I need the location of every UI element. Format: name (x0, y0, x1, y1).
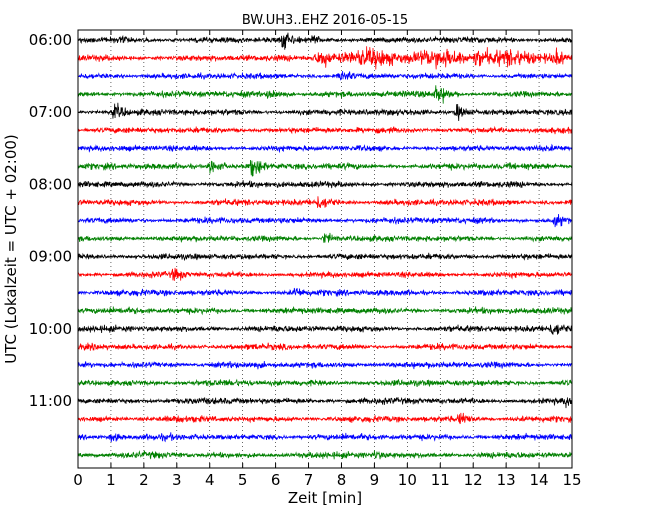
trace-row (77, 378, 573, 388)
chart-title: BW.UH3..EHZ 2016-05-15 (242, 13, 408, 28)
trace-row (77, 396, 573, 409)
y-tick-label: 10:00 (29, 320, 72, 338)
x-tick-label: 9 (370, 471, 380, 489)
x-tick-label: 0 (73, 471, 83, 489)
trace-row (77, 71, 573, 81)
x-tick-label: 5 (238, 471, 248, 489)
x-tick-label: 6 (271, 471, 281, 489)
trace-row (77, 267, 573, 281)
x-tick-label: 13 (497, 471, 516, 489)
trace-row (77, 125, 573, 135)
x-tick-label: 14 (530, 471, 549, 489)
trace-row (77, 342, 573, 351)
trace-row (77, 196, 573, 208)
trace-row (77, 32, 573, 50)
trace-row (77, 46, 573, 70)
trace-row (77, 252, 573, 261)
plot-frame (77, 29, 573, 469)
x-tick-label: 8 (337, 471, 347, 489)
x-tick-label: 10 (398, 471, 417, 489)
trace-row (77, 232, 573, 243)
trace-row (77, 412, 573, 425)
x-tick-label: 7 (304, 471, 314, 489)
trace-row (77, 143, 573, 154)
x-tick-label: 4 (205, 471, 215, 489)
y-tick-label: 11:00 (29, 392, 72, 410)
y-axis-ticks: 06:00 07:00 08:00 09:00 10:00 11:00 (29, 31, 83, 410)
trace-row (77, 306, 573, 316)
trace-row (77, 450, 573, 460)
x-tick-label: 1 (106, 471, 116, 489)
x-tick-label: 3 (172, 471, 182, 489)
x-tick-label: 15 (562, 471, 581, 489)
y-tick-label: 08:00 (29, 175, 72, 193)
x-axis-ticks: 0 1 2 3 4 5 6 7 8 9 10 11 12 13 14 15 (73, 30, 582, 489)
x-tick-label: 12 (464, 471, 483, 489)
x-axis-label: Zeit [min] (288, 489, 362, 507)
trace-row (77, 213, 573, 228)
x-tick-label: 2 (139, 471, 149, 489)
trace-row (77, 102, 573, 121)
y-tick-label: 07:00 (29, 103, 72, 121)
y-tick-label: 09:00 (29, 248, 72, 266)
trace-row (77, 180, 573, 189)
trace-row (77, 85, 573, 104)
y-axis-label: UTC (Lokalzeit = UTC + 02:00) (2, 134, 20, 364)
trace-row (77, 360, 573, 370)
y-tick-label: 06:00 (29, 31, 72, 49)
trace-row (77, 432, 573, 443)
x-tick-label: 11 (431, 471, 450, 489)
trace-row (77, 287, 573, 298)
seismic-traces (77, 32, 573, 460)
trace-row (77, 324, 573, 335)
trace-row (77, 160, 573, 177)
